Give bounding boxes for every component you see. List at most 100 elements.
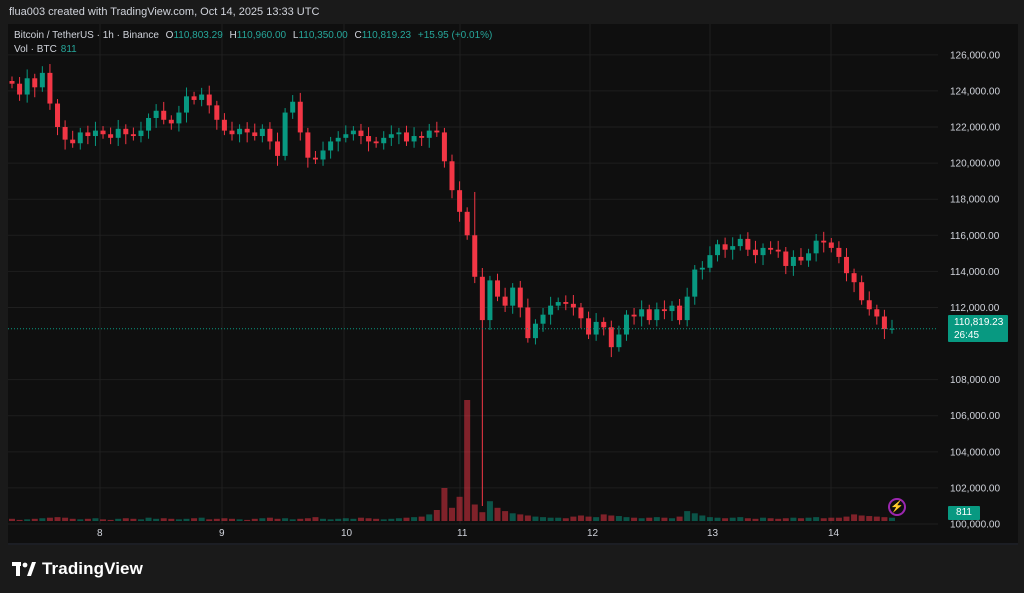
volume-bar [502,511,509,521]
candle-up [699,267,705,270]
candle-up [335,137,341,142]
candle-up [654,309,660,321]
change-value: +15.95 (+0.01%) [417,30,493,41]
volume-bar [631,517,638,521]
symbol-legend[interactable]: Bitcoin / TetherUS · 1h · Binance O110,8… [14,30,492,41]
candle-down [229,130,235,135]
volume-bar [46,517,53,521]
volume-bar [449,507,455,521]
candlestick-chart[interactable]: 126,000.00 124,000.00 122,000.00 120,000.00… [8,24,1018,545]
volume-bar [479,512,486,521]
candle-down [168,119,174,124]
candle-up [813,240,819,254]
low-label: L [292,30,299,41]
candle-up [692,269,698,297]
volume-bar [380,519,387,521]
volume-bar [706,517,713,521]
volume-bar [623,517,630,521]
volume-bar [835,517,842,521]
candle-down [47,72,53,104]
volume-legend[interactable]: Vol · BTC 811 [14,44,77,55]
candle-up [540,314,546,324]
open-value: 110,803.29 [173,30,223,41]
candle-up [737,238,743,247]
volume-bar [191,518,198,521]
volume-bar [820,518,827,521]
chart-pane[interactable]: 126,000.00 124,000.00 122,000.00 120,000.00… [8,24,1018,545]
volume-bar [175,519,182,521]
candle-up [639,309,645,317]
candle-down [464,211,470,236]
time-tick-label: 13 [707,528,719,539]
candle-up [39,72,45,88]
candle-up [616,334,622,348]
candle-down [578,307,584,319]
candle-up [532,323,538,339]
candle-down [783,251,789,266]
candle-down [874,309,880,317]
volume-bar [805,517,812,521]
volume-bar [221,518,228,521]
lightning-icon[interactable]: ⚡ [888,498,906,516]
volume-bar [24,519,31,521]
last-price-value: 110,819.23 [954,317,1004,328]
candle-up [343,134,349,138]
candle-down [449,161,455,191]
volume-bar [797,518,804,521]
candle-down [881,316,887,330]
volume-bar [524,515,531,521]
candle-up [92,130,98,137]
candle-down [252,132,258,137]
volume-bar [615,516,622,521]
volume-bar [441,488,448,521]
volume-bar [752,518,759,521]
volume-bar [669,518,675,521]
volume-bar [335,518,342,521]
volume-bar [229,518,235,521]
candle-up [555,302,561,306]
volume-bar [486,501,493,521]
volume-bar [555,517,562,521]
candle-up [593,321,599,335]
price-tick-label: 112,000.00 [950,303,1000,314]
candle-down [677,305,683,321]
volume-bar [62,517,69,521]
volume-bar [39,518,46,521]
volume-bar [168,518,175,521]
high-label: H [229,30,237,41]
candle-down [821,240,827,243]
candle-down [608,327,614,348]
tradingview-logo[interactable]: TradingView [12,559,143,579]
candle-down [267,128,273,142]
candle-up [623,314,629,335]
volume-bar [388,518,395,521]
candle-down [495,280,501,297]
volume-bar [31,518,38,521]
candle-down [843,256,849,274]
volume-bar [304,518,311,521]
close-label: C [354,30,362,41]
candle-down [563,302,569,304]
volume-bar [722,518,729,521]
volume-bar [357,517,364,521]
volume-bar [638,518,645,521]
volume-bar [509,513,516,521]
price-tick-label: 124,000.00 [950,86,1000,97]
symbol-name[interactable]: Bitcoin / TetherUS · 1h · Binance [14,30,159,41]
volume-bar [517,514,524,521]
volume-bar [426,514,433,521]
candle-down [768,247,774,250]
candle-up [259,128,265,137]
volume-bars [9,400,895,521]
volume-bar [714,517,721,521]
volume-bar [259,518,266,521]
candle-up [282,112,288,156]
volume-bar [289,519,296,521]
candle-down [244,128,250,133]
price-tick-label: 106,000.00 [950,411,1000,422]
volume-bar [813,517,820,521]
volume-bar [433,510,440,521]
price-tick-label: 122,000.00 [950,123,1000,134]
candle-up [290,101,296,113]
volume-bar [737,517,744,521]
